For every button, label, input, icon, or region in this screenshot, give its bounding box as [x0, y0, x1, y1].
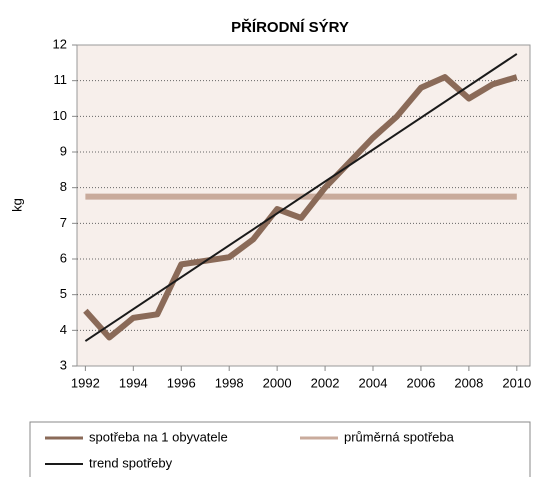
- x-tick-label: 1994: [119, 375, 148, 390]
- x-tick-label: 1996: [167, 375, 196, 390]
- x-tick-label: 2002: [311, 375, 340, 390]
- x-tick-label: 2008: [454, 375, 483, 390]
- y-tick-label: 7: [60, 215, 67, 230]
- chart-title: PŘÍRODNÍ SÝRY: [231, 18, 349, 36]
- x-tick-label: 2004: [359, 375, 388, 390]
- y-tick-label: 10: [53, 108, 67, 123]
- data-line: [84, 53, 518, 342]
- x-tick-label: 2006: [406, 375, 435, 390]
- legend-label: trend spotřeby: [89, 455, 173, 470]
- y-tick-label: 6: [60, 250, 67, 265]
- y-tick-label: 4: [60, 322, 67, 337]
- y-tick-label: 11: [54, 72, 68, 87]
- x-tick-label: 2000: [263, 375, 292, 390]
- legend: [29, 421, 531, 477]
- legend-label: průměrná spotřeba: [344, 429, 455, 444]
- y-tick-label: 9: [60, 143, 67, 158]
- y-tick-label: 5: [60, 286, 67, 301]
- y-tick-label: 3: [60, 357, 67, 372]
- legend-label: spotřeba na 1 obyvatele: [89, 429, 228, 444]
- y-axis-label: kg: [9, 198, 24, 212]
- y-tick-label: 8: [60, 179, 67, 194]
- data-line: [83, 74, 518, 341]
- x-tick-label: 1992: [71, 375, 100, 390]
- x-tick-label: 2010: [502, 375, 531, 390]
- x-tick-label: 1998: [215, 375, 244, 390]
- y-tick-label: 12: [53, 36, 67, 51]
